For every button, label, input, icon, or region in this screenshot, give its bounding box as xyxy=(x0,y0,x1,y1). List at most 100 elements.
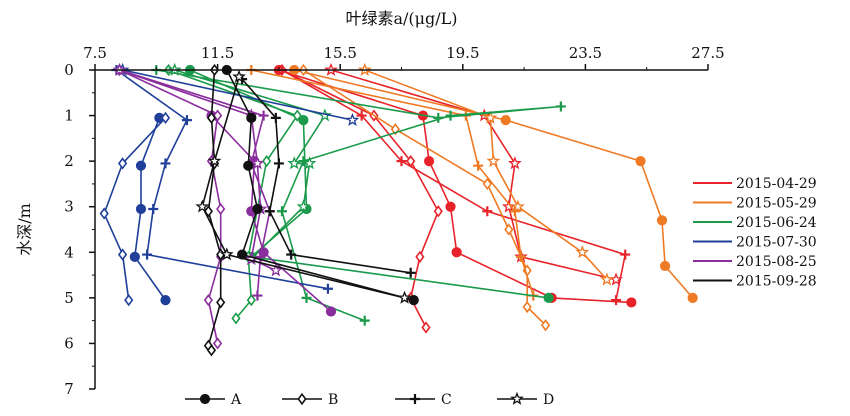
data-point-circle xyxy=(325,306,337,317)
data-point-diamond xyxy=(206,344,217,357)
x-tick-label: 19.5 xyxy=(446,44,479,62)
data-point-circle xyxy=(237,249,248,260)
series-2015-07-30-A xyxy=(129,112,171,306)
data-point-plus xyxy=(276,206,287,217)
y-tick-label: 2 xyxy=(64,152,74,170)
series-line xyxy=(364,69,608,281)
y-tick-label: 1 xyxy=(64,107,74,125)
data-point-plus xyxy=(620,249,631,260)
legend-label: 2015-08-25 xyxy=(736,254,817,270)
data-point-circle xyxy=(135,203,147,215)
data-point-plus xyxy=(482,206,493,217)
legend-label: 2015-04-29 xyxy=(736,176,817,192)
legend-label: 2015-05-29 xyxy=(736,196,817,212)
data-point-diamond xyxy=(216,202,226,216)
data-point-diamond xyxy=(117,157,128,170)
data-point-diamond xyxy=(124,294,134,307)
data-point-star xyxy=(250,156,265,170)
legend-marker-label: C xyxy=(441,392,452,408)
data-point-circle xyxy=(298,115,309,126)
legend-marker-symbol xyxy=(410,394,420,404)
data-point-circle xyxy=(445,201,456,212)
series-line xyxy=(207,69,222,351)
series-2015-07-30-B xyxy=(99,111,171,307)
data-point-diamond xyxy=(203,205,214,218)
series-2015-07-30-C xyxy=(111,65,333,294)
data-point-circle xyxy=(160,295,171,306)
data-point-plus xyxy=(258,110,269,121)
data-point-plus xyxy=(301,292,312,303)
series-line xyxy=(241,78,411,274)
data-point-circle xyxy=(451,247,462,258)
series-line xyxy=(122,69,353,121)
data-point-star xyxy=(397,290,412,304)
y-tick-label: 7 xyxy=(64,380,74,398)
data-point-plus xyxy=(445,110,456,121)
data-point-diamond xyxy=(203,294,214,307)
legend-label: 2015-07-30 xyxy=(736,235,817,251)
data-point-plus xyxy=(555,101,566,112)
data-point-circle xyxy=(135,160,147,171)
data-point-diamond xyxy=(421,321,431,334)
legend-marker-A: A xyxy=(185,392,242,408)
legend-marker-symbol xyxy=(510,391,524,405)
data-point-plus xyxy=(356,110,367,121)
data-point-plus xyxy=(160,158,171,169)
data-point-star xyxy=(287,156,302,170)
legend-entry-2015-07-30: 2015-07-30 xyxy=(693,235,817,251)
data-point-plus xyxy=(359,315,370,326)
data-point-circle xyxy=(543,292,554,303)
data-point-circle xyxy=(252,203,263,215)
series-line xyxy=(226,69,415,301)
x-tick-label: 27.5 xyxy=(691,44,724,62)
x-tick-label: 11.5 xyxy=(201,44,234,62)
x-tick-label: 7.5 xyxy=(83,44,107,62)
data-point-star xyxy=(511,199,525,213)
data-point-plus xyxy=(142,249,153,260)
legend-marker-symbol xyxy=(297,392,307,406)
data-point-star xyxy=(195,199,210,213)
series-line xyxy=(302,69,547,326)
legend-dates: 2015-04-29 2015-05-29 2015-06-24 2015-07-30… xyxy=(693,176,817,290)
legend-marker-label: D xyxy=(543,392,554,408)
data-point-plus xyxy=(264,206,275,217)
data-point-circle xyxy=(626,297,637,308)
data-point-plus xyxy=(270,112,281,123)
data-point-diamond xyxy=(246,294,256,307)
data-point-diamond xyxy=(433,205,443,218)
data-point-diamond xyxy=(482,177,492,191)
x-tick-label: 23.5 xyxy=(569,44,602,62)
data-point-star xyxy=(232,69,246,83)
x-axis-title: 叶绿素a/(μg/L) xyxy=(345,9,457,28)
data-point-circle xyxy=(246,112,257,123)
y-tick-label: 5 xyxy=(64,289,74,307)
series-2015-05-29-D xyxy=(357,62,614,286)
data-point-plus xyxy=(396,156,407,167)
data-point-plus xyxy=(405,267,416,278)
data-point-star xyxy=(268,263,283,277)
data-point-diamond xyxy=(160,111,171,124)
y-tick-label: 0 xyxy=(64,61,74,79)
data-point-diamond xyxy=(117,248,128,261)
series-2015-04-29-C xyxy=(276,65,631,306)
series-2015-05-29-C xyxy=(246,65,539,301)
data-point-circle xyxy=(129,251,140,262)
data-point-plus xyxy=(252,290,263,301)
data-point-circle xyxy=(423,156,435,167)
y-ticks: 0 1 2 3 4 5 6 7 xyxy=(64,61,95,398)
axes-layer: 7.5 11.5 15.5 19.5 23.5 27.5 0 1 2 3 4 5 6 7 叶绿素a/(μ… xyxy=(15,9,725,398)
data-point-plus xyxy=(433,112,444,123)
series-line xyxy=(294,69,694,299)
data-point-circle xyxy=(659,260,671,272)
data-point-diamond xyxy=(99,207,109,220)
data-point-plus xyxy=(181,115,192,126)
data-point-diamond xyxy=(212,337,223,350)
data-point-circle xyxy=(635,156,646,167)
series-line xyxy=(330,69,617,281)
data-point-star xyxy=(345,112,360,126)
legend-label: 2015-06-24 xyxy=(736,215,817,231)
series-line xyxy=(119,69,271,296)
y-tick-label: 3 xyxy=(64,198,74,216)
data-point-diamond xyxy=(231,312,241,325)
data-point-circle xyxy=(656,215,668,226)
